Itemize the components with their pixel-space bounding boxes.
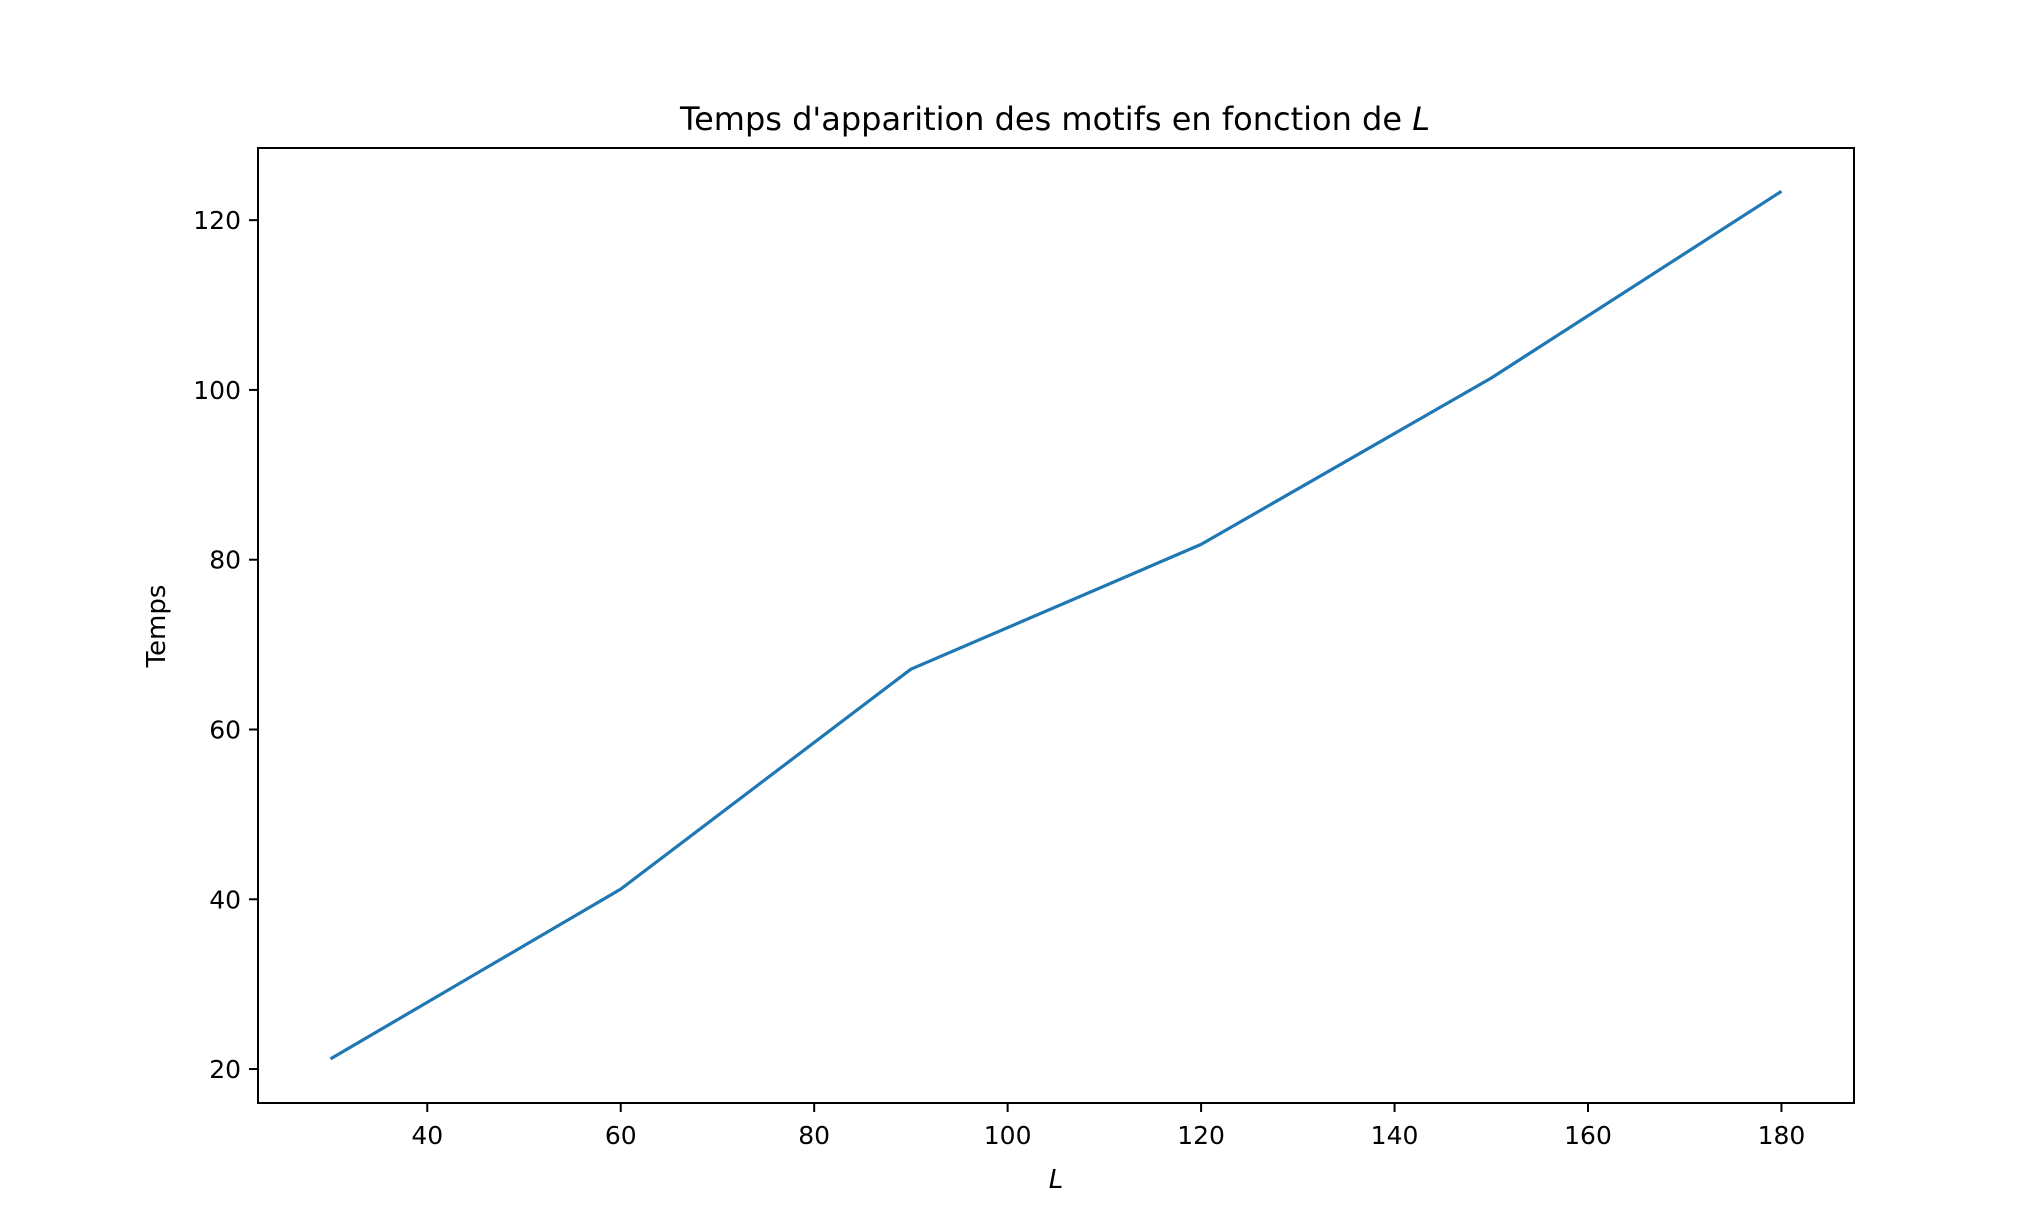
y-axis-ticks: 20 40 60 80 100 120 [193, 206, 258, 1084]
y-tick-label: 80 [209, 546, 241, 575]
x-tick-label: 80 [798, 1121, 830, 1150]
y-tick-label: 60 [209, 715, 241, 744]
x-tick-label: 100 [984, 1121, 1032, 1150]
x-tick-label: 120 [1177, 1121, 1225, 1150]
y-tick-label: 120 [193, 206, 241, 235]
y-tick-label: 20 [209, 1055, 241, 1084]
chart-title: Temps d'apparition des motifs en fonctio… [679, 100, 1430, 138]
x-tick-label: 140 [1371, 1121, 1419, 1150]
y-tick-label: 100 [193, 376, 241, 405]
x-axis-ticks: 40 60 80 100 120 140 160 180 [411, 1103, 1805, 1150]
x-tick-label: 180 [1758, 1121, 1806, 1150]
chart-title-text: Temps d'apparition des motifs en fonctio… [679, 100, 1402, 138]
x-tick-label: 60 [605, 1121, 637, 1150]
y-axis-label: Temps [142, 585, 172, 669]
axes-frame [257, 147, 1855, 1104]
plot-area [329, 189, 1783, 1061]
y-tick-label: 40 [209, 885, 241, 914]
chart-title-symbol: L [1412, 100, 1430, 138]
x-tick-label: 40 [411, 1121, 443, 1150]
x-axis-label: L [1049, 1165, 1064, 1195]
series-line [329, 189, 1783, 1061]
x-tick-label: 160 [1564, 1121, 1612, 1150]
